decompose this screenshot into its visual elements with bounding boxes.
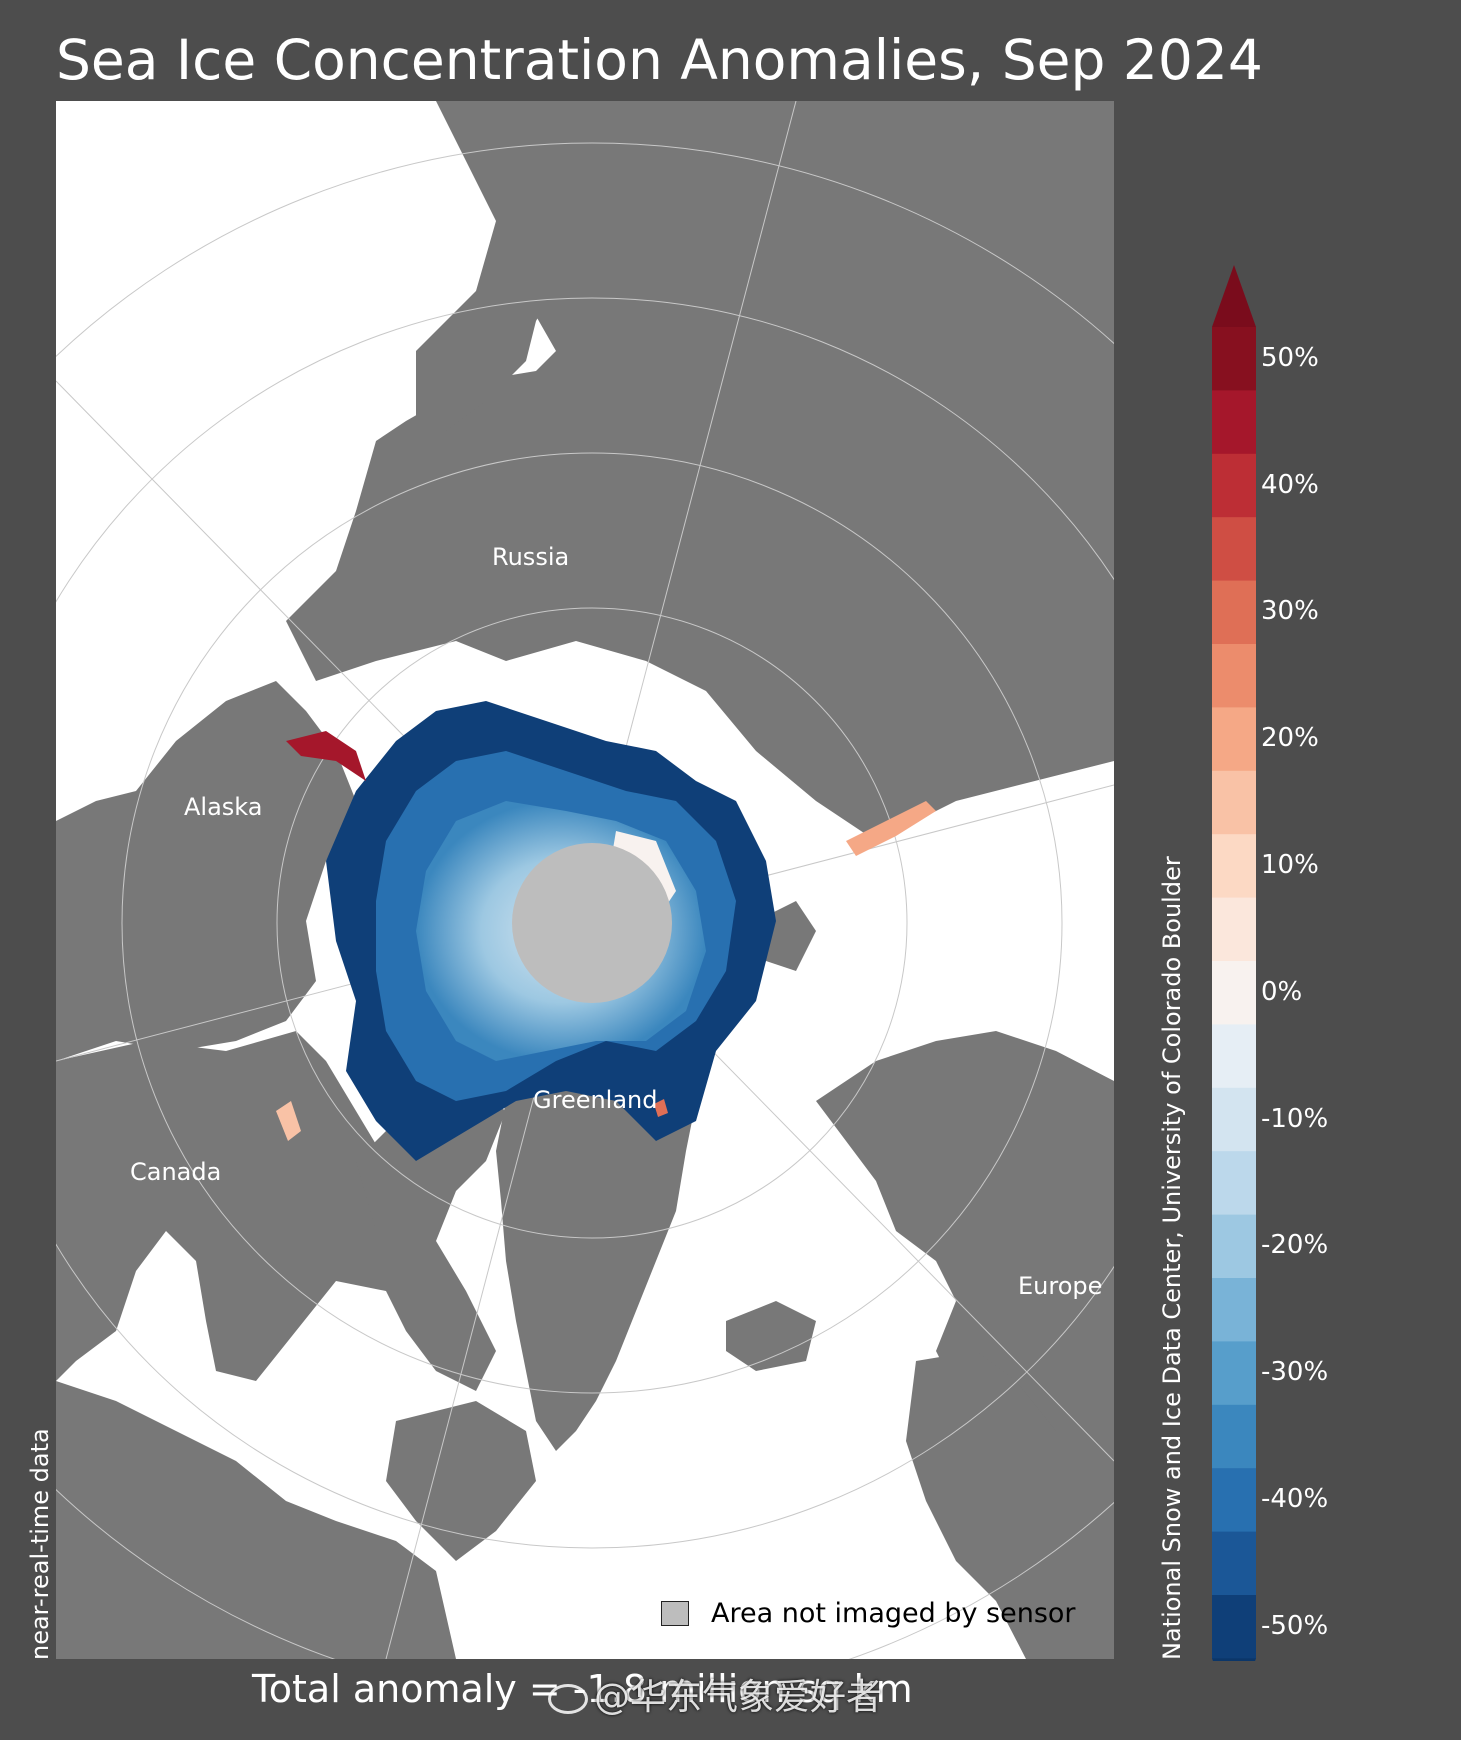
baffin-island [386, 1401, 536, 1561]
anomaly-positive-chukchi [286, 731, 366, 781]
anomaly-positive-greenland-east [654, 1099, 668, 1117]
colorbar-segment [1212, 1151, 1256, 1216]
colorbar-segment [1212, 1595, 1256, 1659]
colorbar-tick-label: -50% [1261, 1610, 1329, 1641]
canada-landmass [56, 1031, 436, 1381]
greenland-landmass [496, 1071, 696, 1451]
anomaly-positive-kara [846, 801, 936, 856]
alaska-landmass [56, 681, 356, 1061]
watermark: @华东气象爱好者 [548, 1668, 882, 1720]
map-title: Sea Ice Concentration Anomalies, Sep 202… [56, 28, 1263, 92]
arctic-map: Russia Alaska Canada Greenland Europe Ar… [56, 101, 1114, 1659]
map-canvas [56, 101, 1114, 1659]
canadian-archipelago [356, 1091, 506, 1391]
credit-label: National Snow and Ice Data Center, Unive… [1158, 856, 1186, 1660]
colorbar-segment [1212, 834, 1256, 899]
not-imaged-swatch [661, 1601, 689, 1626]
colorbar [1212, 265, 1256, 1661]
anomaly-positive-archipelago [276, 1101, 301, 1141]
colorbar-segment [1212, 1087, 1256, 1152]
siberia-east-landmass [416, 101, 616, 431]
pole-hole [512, 843, 672, 1003]
canada-south-landmass [56, 1381, 456, 1659]
colorbar-segment [1212, 327, 1256, 391]
colorbar-tick-label: -30% [1261, 1357, 1329, 1388]
colorbar-extend-max [1212, 265, 1256, 327]
region-label-greenland: Greenland [533, 1086, 658, 1114]
colorbar-segment [1212, 580, 1256, 645]
weibo-icon [548, 1684, 588, 1714]
colorbar-segment [1212, 707, 1256, 772]
colorbar-segment [1212, 1468, 1256, 1533]
watermark-text: @华东气象爱好者 [594, 1677, 883, 1718]
colorbar-tick-label: 20% [1261, 723, 1319, 754]
colorbar-segment [1212, 644, 1256, 708]
colorbar-segment [1212, 961, 1256, 1025]
colorbar-segment [1212, 770, 1256, 835]
iceland [726, 1301, 816, 1371]
colorbar-tick-label: 40% [1261, 469, 1319, 500]
colorbar-extend-min [1212, 1658, 1256, 1661]
colorbar-tick-label: 0% [1261, 976, 1303, 1007]
map-legend: Area not imaged by sensor [661, 1598, 1076, 1629]
region-label-alaska: Alaska [184, 793, 263, 821]
colorbar-segment [1212, 1531, 1256, 1596]
data-status-label: near-real-time data [26, 1428, 54, 1660]
colorbar-segment [1212, 1024, 1256, 1089]
colorbar-segment [1212, 1341, 1256, 1406]
region-label-europe: Europe [1018, 1272, 1103, 1300]
colorbar-tick-label: 10% [1261, 849, 1319, 880]
colorbar-segment [1212, 453, 1256, 518]
region-label-canada: Canada [130, 1158, 222, 1186]
region-label-russia: Russia [492, 543, 570, 571]
colorbar-tick-label: -40% [1261, 1483, 1329, 1514]
colorbar-tick-label: -20% [1261, 1230, 1329, 1261]
colorbar-segment [1212, 1404, 1256, 1469]
colorbar-tick-label: 50% [1261, 342, 1319, 373]
russia-landmass [286, 101, 1114, 841]
colorbar-segment [1212, 517, 1256, 582]
europe-north-landmass [906, 1351, 1114, 1659]
colorbar-tick-label: -10% [1261, 1103, 1329, 1134]
colorbar-tick-label: 30% [1261, 596, 1319, 627]
colorbar-segment [1212, 1278, 1256, 1342]
colorbar-segment [1212, 390, 1256, 455]
colorbar-segment [1212, 897, 1256, 962]
not-imaged-label: Area not imaged by sensor [711, 1598, 1076, 1629]
colorbar-segment [1212, 1214, 1256, 1279]
